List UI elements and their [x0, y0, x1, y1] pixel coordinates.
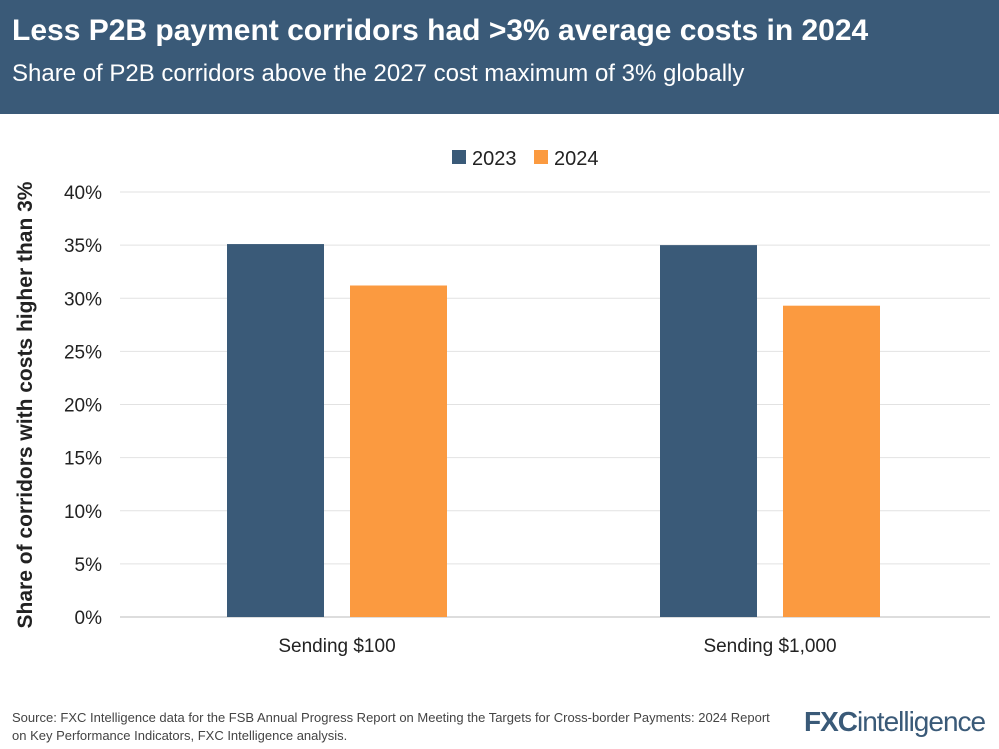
- bar-2024: [783, 305, 880, 617]
- legend-label: 2023: [472, 148, 517, 170]
- x-tick-label: Sending $100: [278, 636, 395, 657]
- chart-subtitle: Share of P2B corridors above the 2027 co…: [12, 60, 745, 87]
- y-axis-label: Share of corridors with costs higher tha…: [14, 181, 37, 628]
- y-tick-label: 5%: [75, 555, 103, 576]
- bar-2024: [350, 285, 447, 617]
- y-tick-label: 35%: [64, 236, 102, 257]
- y-tick-label: 20%: [64, 396, 102, 417]
- bar-2023: [227, 244, 324, 617]
- legend-label: 2024: [554, 148, 599, 170]
- source-note: Source: FXC Intelligence data for the FS…: [12, 710, 770, 743]
- fxc-intelligence-logo: FXCintelligence: [804, 706, 986, 737]
- chart-title: Less P2B payment corridors had >3% avera…: [12, 14, 869, 47]
- legend-swatch-2024: [534, 150, 548, 164]
- y-tick-label: 40%: [64, 183, 102, 204]
- y-tick-label: 10%: [64, 502, 102, 523]
- y-tick-label: 15%: [64, 449, 102, 470]
- bar-chart: Share of corridors with costs higher tha…: [14, 148, 990, 657]
- legend-swatch-2023: [452, 150, 466, 164]
- y-tick-label: 0%: [75, 608, 103, 629]
- y-tick-label: 30%: [64, 289, 102, 310]
- y-tick-label: 25%: [64, 342, 102, 363]
- x-tick-label: Sending $1,000: [703, 636, 836, 657]
- header: Less P2B payment corridors had >3% avera…: [0, 0, 999, 114]
- bar-2023: [660, 245, 757, 617]
